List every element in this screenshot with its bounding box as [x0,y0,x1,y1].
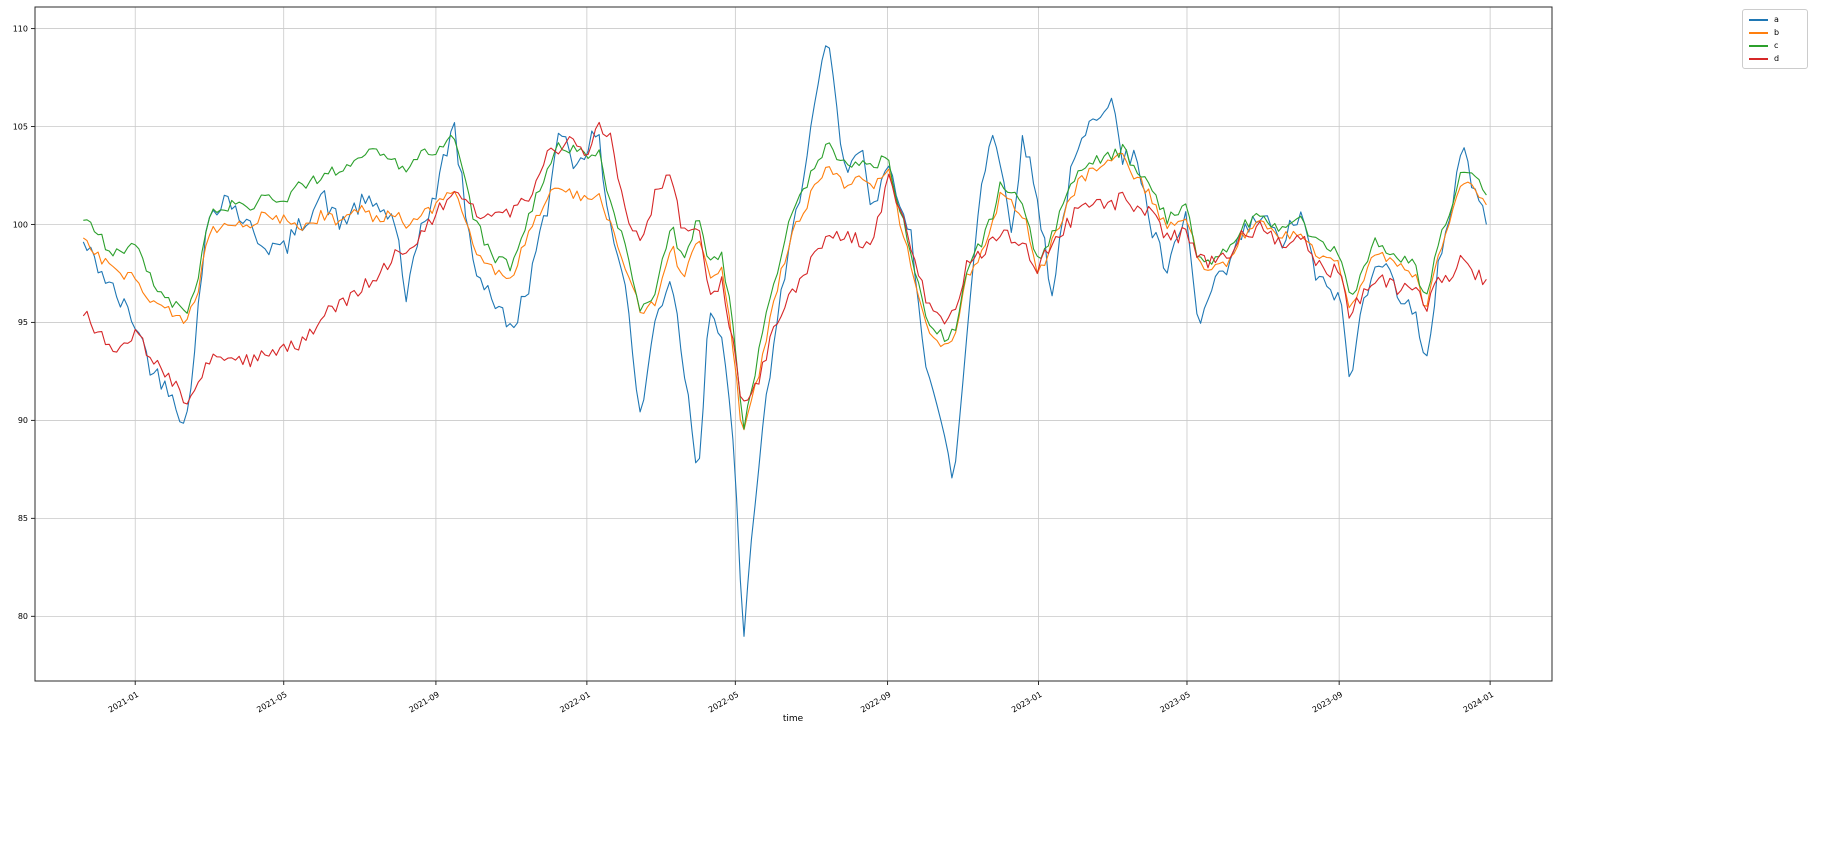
legend-entry: d [1749,52,1801,65]
x-tick-label: 2024-01 [1462,690,1495,715]
x-tick-label: 2022-01 [558,690,591,715]
y-tick-label: 85 [18,514,28,523]
series-line-a [82,45,1487,637]
x-tick-label: 2023-05 [1159,690,1192,715]
legend-entry: b [1749,26,1801,39]
x-tick-label: 2021-01 [107,690,140,715]
x-axis-label: time [782,714,804,724]
legend-line-swatch [1749,57,1768,60]
legend-entry: a [1749,13,1801,26]
legend-label: c [1774,41,1779,50]
legend-label: a [1774,15,1779,24]
y-tick-label: 90 [18,416,28,425]
legend-line-swatch [1749,44,1768,47]
legend-label: d [1774,54,1780,63]
axes-frame [34,6,1553,682]
y-tick-label: 80 [18,612,28,621]
y-tick-label: 105 [13,122,28,131]
y-tick-label: 95 [18,318,28,327]
x-tick-label: 2021-05 [255,690,288,715]
y-tick-label: 110 [13,24,28,33]
series-line-b [82,153,1487,431]
legend-line-swatch [1749,18,1768,21]
series-line-d [82,121,1487,405]
series-line-c [83,134,1487,430]
x-tick-label: 2023-01 [1010,690,1043,715]
legend-label: b [1774,28,1780,37]
x-tick-label: 2021-09 [407,690,440,715]
x-tick-label: 2022-05 [707,690,740,715]
legend-entry: c [1749,39,1801,52]
legend-line-swatch [1749,31,1768,34]
x-tick-label: 2023-09 [1311,690,1344,715]
y-tick-label: 100 [13,220,28,229]
x-tick-label: 2022-09 [859,690,892,715]
